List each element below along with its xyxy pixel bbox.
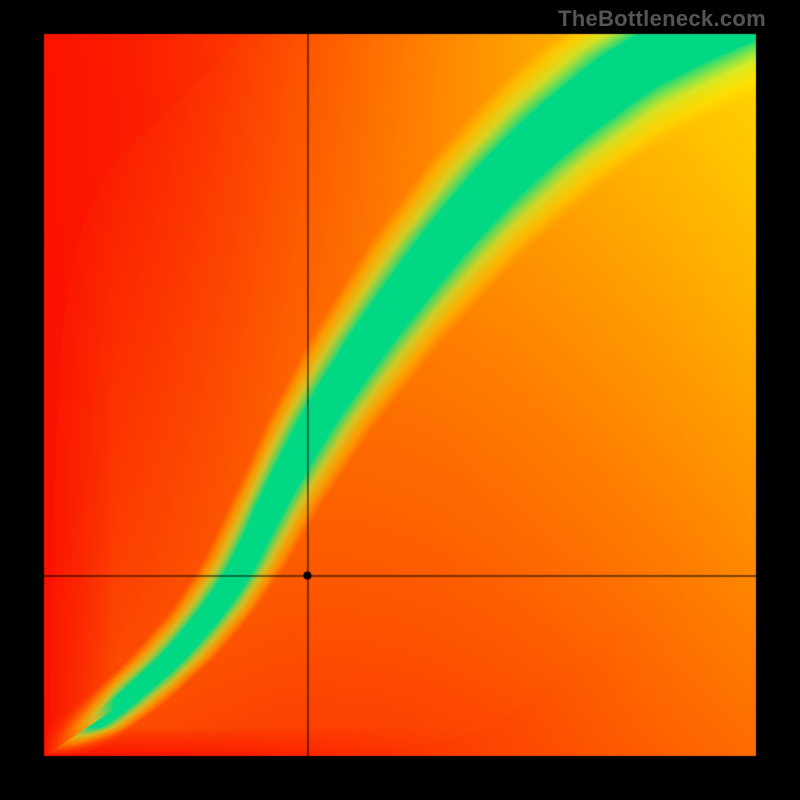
bottleneck-heatmap [0, 0, 800, 800]
chart-container: TheBottleneck.com [0, 0, 800, 800]
watermark-text: TheBottleneck.com [558, 6, 766, 32]
